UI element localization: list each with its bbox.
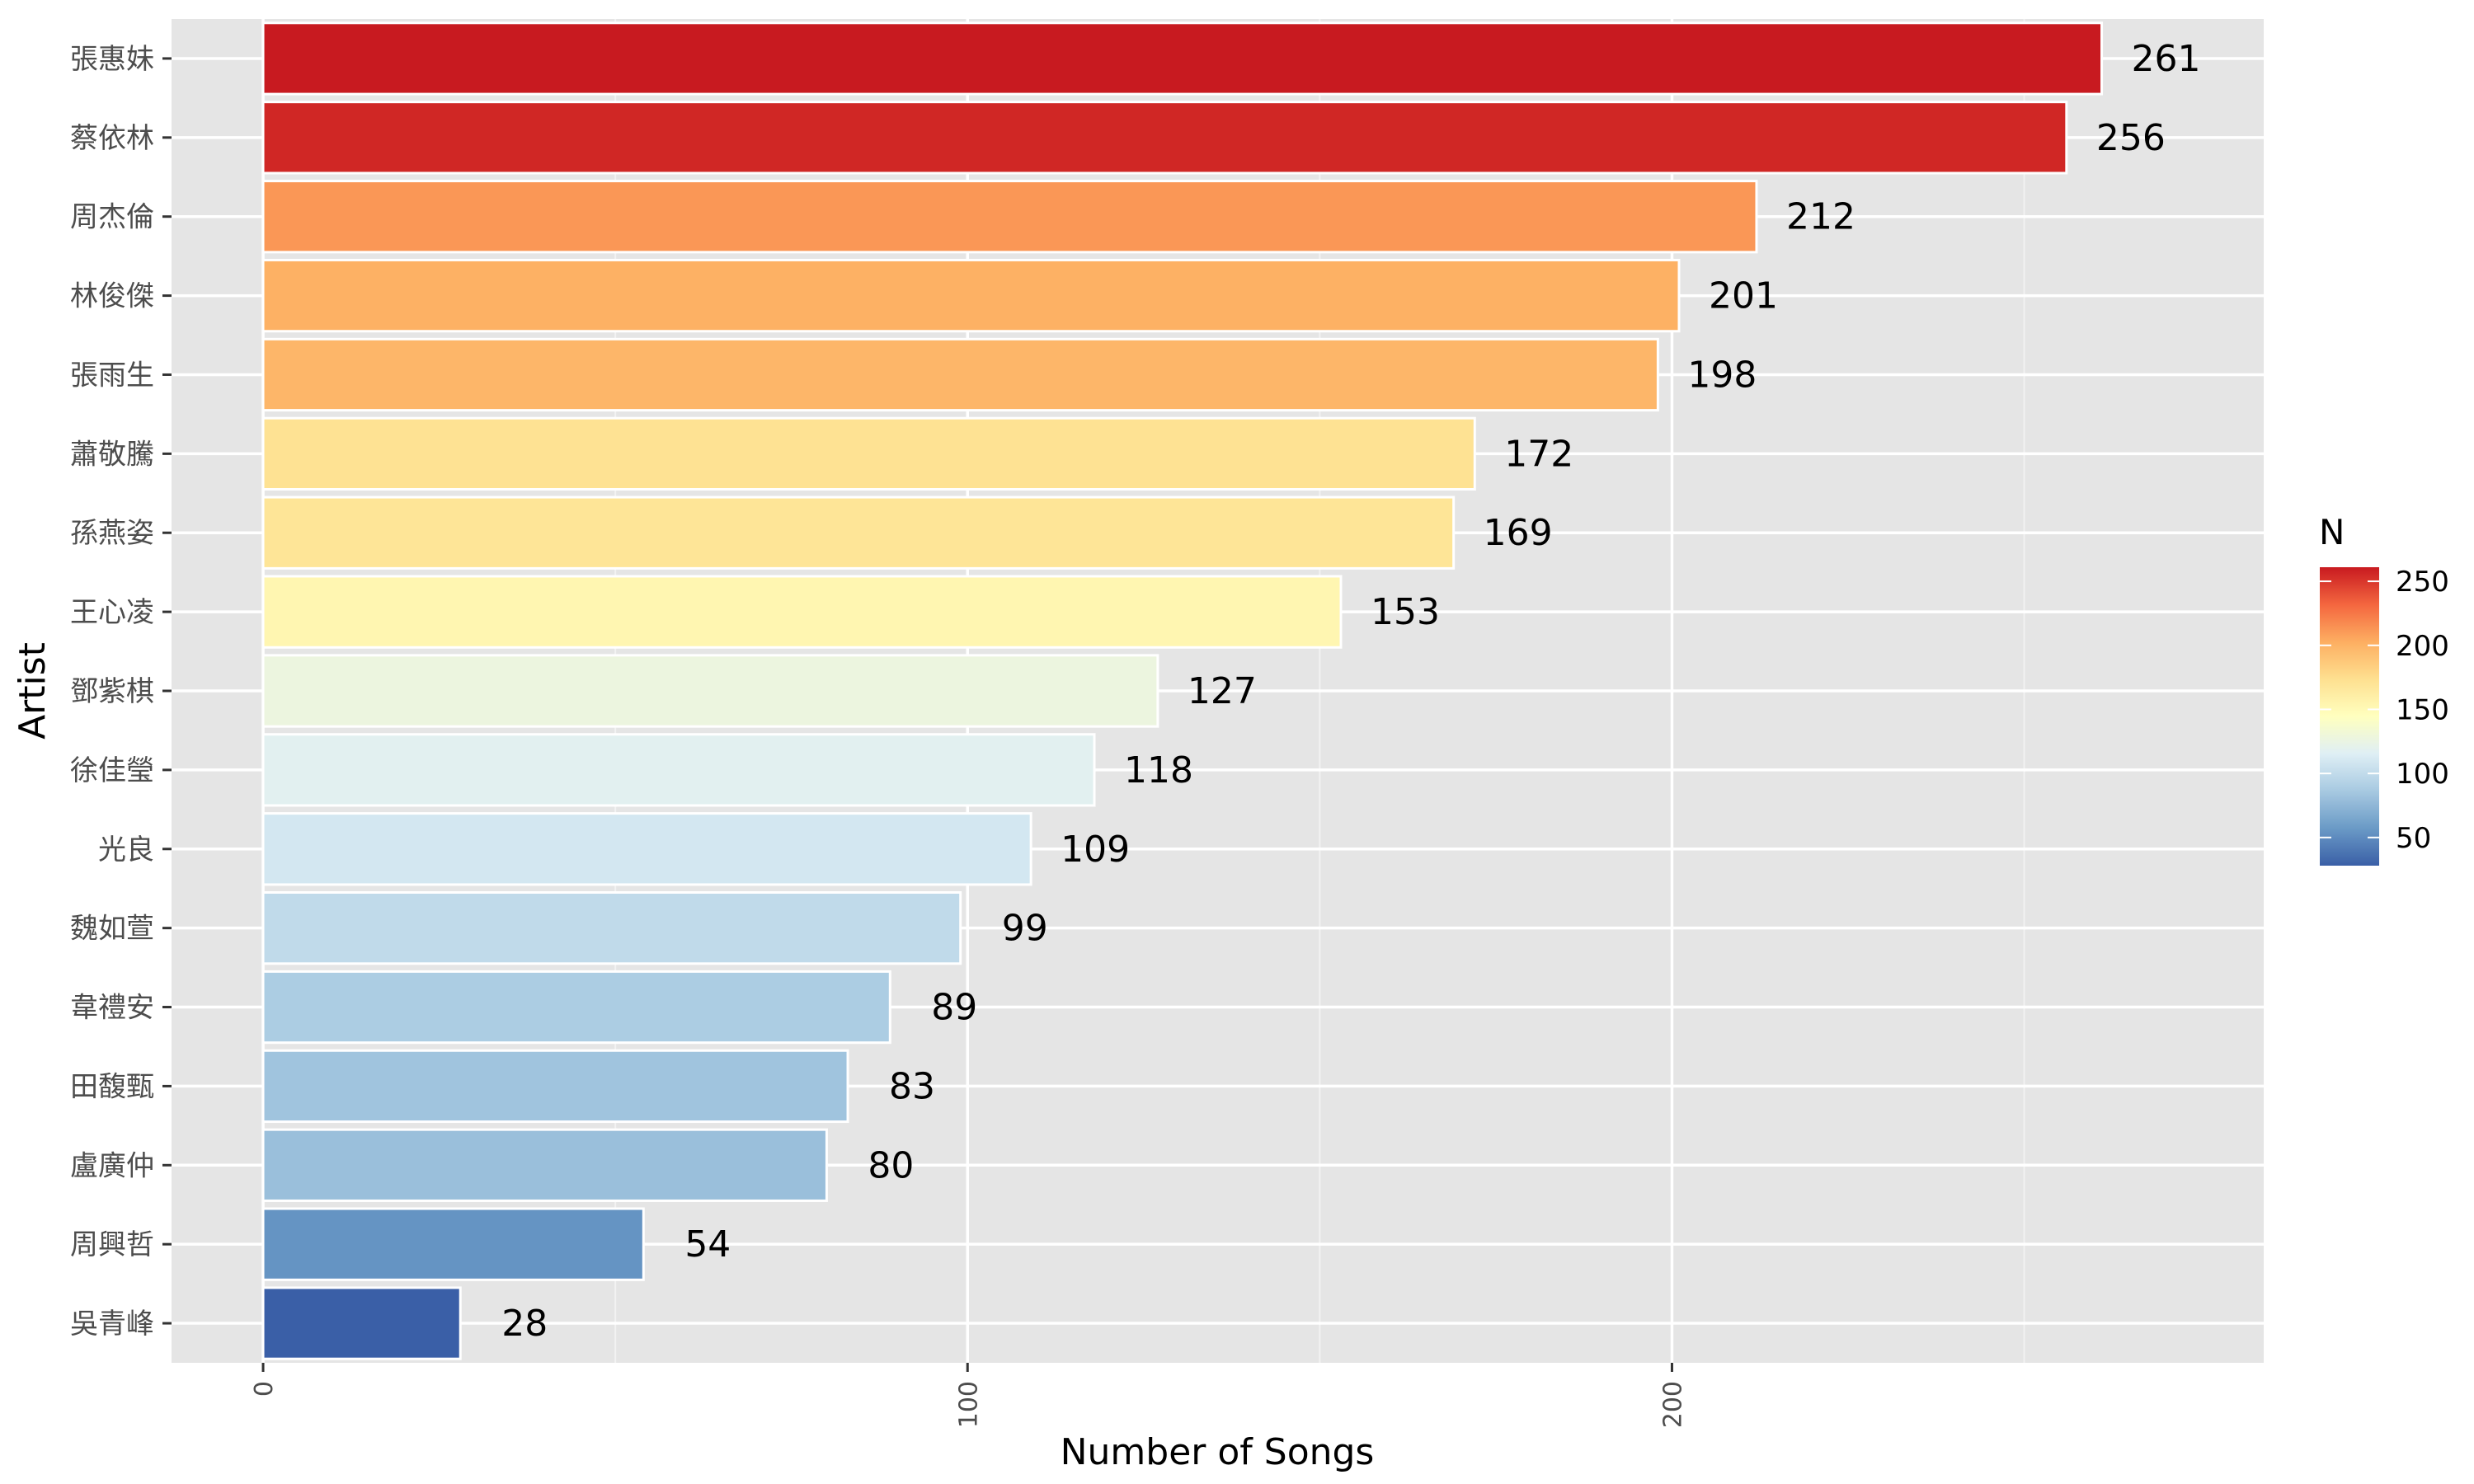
bar-value-label: 83 (889, 1065, 935, 1107)
bar-value-label: 109 (1061, 829, 1130, 871)
y-tick-label: 蔡依林 (70, 122, 154, 155)
y-tick-label: 鄧紫棋 (70, 675, 154, 708)
y-tick-label: 盧廣仲 (70, 1149, 154, 1182)
legend-ticks: 50 100 150 200 250 (2320, 566, 2449, 855)
bar-value-label: 28 (501, 1303, 548, 1345)
y-axis: 張惠妹蔡依林周杰倫林俊傑張雨生蕭敬騰孫燕姿王心凌鄧紫棋徐佳瑩光良魏如萱韋禮安田馥… (70, 43, 172, 1341)
bar (261, 1286, 462, 1360)
bar (261, 970, 891, 1045)
y-tick-label: 韋禮安 (70, 992, 154, 1025)
bar (261, 258, 1681, 333)
bar-value-label: 54 (684, 1223, 731, 1266)
bar-value-label: 153 (1371, 591, 1440, 633)
bar (261, 733, 1096, 807)
bar-value-label: 201 (1709, 275, 1778, 317)
y-tick-label: 王心凌 (70, 596, 154, 629)
x-axis: 0 100 200 (250, 1363, 1687, 1428)
bar-value-label: 99 (1002, 908, 1048, 950)
y-tick-label: 張惠妹 (70, 43, 154, 76)
bar (261, 812, 1032, 886)
x-tick-label: 200 (1658, 1381, 1687, 1428)
legend-tick-label: 100 (2396, 758, 2449, 791)
legend-colorbar (2320, 567, 2379, 866)
y-tick-label: 吳青峰 (70, 1308, 154, 1341)
x-axis-title: Number of Songs (1061, 1431, 1375, 1473)
bar (261, 575, 1343, 649)
y-tick-label: 林俊傑 (70, 280, 154, 313)
y-tick-label: 光良 (98, 834, 154, 866)
color-legend: N 50 100 150 200 250 (2319, 512, 2449, 866)
bars (261, 21, 2104, 1360)
y-tick-label: 蕭敬騰 (70, 438, 154, 471)
y-tick-label: 周杰倫 (70, 201, 154, 234)
bar (261, 1049, 849, 1124)
legend-title: N (2319, 512, 2345, 552)
bar-value-label: 172 (1504, 433, 1573, 475)
y-tick-label: 張雨生 (70, 359, 154, 392)
bar-value-label: 127 (1188, 670, 1257, 712)
bar-value-label: 198 (1687, 354, 1757, 396)
bar (261, 416, 1476, 491)
bar (261, 891, 962, 965)
y-tick-label: 魏如萱 (70, 913, 154, 946)
bar (261, 21, 2104, 96)
bar-value-label: 89 (931, 987, 977, 1029)
bar (261, 1128, 828, 1202)
y-tick-label: 田馥甄 (70, 1070, 154, 1103)
legend-tick-label: 250 (2396, 566, 2449, 599)
y-axis-title: Artist (12, 642, 54, 740)
bar (261, 337, 1659, 412)
legend-tick-label: 150 (2396, 693, 2449, 726)
y-tick-label: 徐佳瑩 (70, 754, 154, 787)
bar-value-label: 169 (1484, 512, 1553, 554)
bar (261, 180, 1758, 254)
legend-tick-label: 50 (2396, 822, 2431, 855)
y-tick-label: 孫燕姿 (70, 517, 154, 550)
bar (261, 101, 2068, 175)
bar-value-label: 80 (868, 1144, 914, 1186)
y-tick-label: 周興哲 (70, 1228, 154, 1261)
bar-value-label: 212 (1786, 196, 1856, 238)
x-tick-label: 0 (250, 1381, 279, 1397)
x-tick-label: 100 (954, 1381, 983, 1428)
bar-value-label: 118 (1124, 749, 1193, 791)
bar (261, 1207, 645, 1281)
bar (261, 654, 1159, 728)
legend-tick-label: 200 (2396, 630, 2449, 663)
bar-value-label: 261 (2132, 38, 2201, 80)
bar-value-label: 256 (2096, 117, 2166, 159)
bar (261, 495, 1456, 570)
